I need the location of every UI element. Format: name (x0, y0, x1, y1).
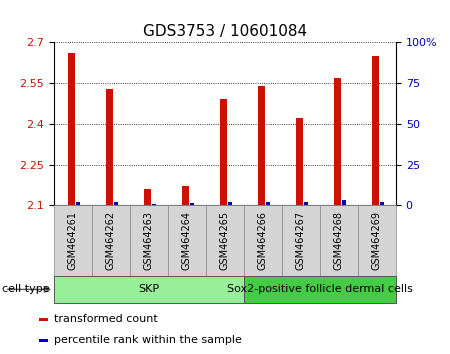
Bar (282, 205, 320, 276)
Text: GSM464263: GSM464263 (144, 211, 154, 270)
Text: GSM464267: GSM464267 (296, 211, 306, 270)
Title: GDS3753 / 10601084: GDS3753 / 10601084 (143, 23, 307, 39)
Bar (334, 78, 341, 205)
Bar (54, 205, 92, 276)
Bar (54, 276, 244, 303)
Bar (304, 202, 308, 205)
Text: GSM464265: GSM464265 (220, 211, 230, 270)
Bar (244, 205, 282, 276)
Bar (182, 186, 189, 205)
Bar (228, 202, 232, 205)
Bar (320, 205, 358, 276)
Bar (266, 202, 270, 205)
Bar (372, 56, 378, 205)
Bar (40, 318, 48, 321)
Text: GSM464268: GSM464268 (334, 211, 344, 270)
Bar (342, 200, 346, 205)
Text: GSM464266: GSM464266 (258, 211, 268, 270)
Bar (76, 202, 80, 205)
Text: transformed count: transformed count (54, 314, 158, 324)
Text: GSM464264: GSM464264 (182, 211, 192, 270)
Text: cell type: cell type (2, 284, 50, 295)
Bar (114, 202, 118, 205)
Bar (358, 205, 396, 276)
Text: percentile rank within the sample: percentile rank within the sample (54, 335, 242, 345)
Text: SKP: SKP (139, 284, 160, 295)
Bar (92, 205, 130, 276)
Bar (296, 119, 302, 205)
Bar (144, 189, 150, 205)
Bar (220, 99, 226, 205)
Bar (40, 339, 48, 342)
Text: GSM464261: GSM464261 (68, 211, 78, 270)
Text: GSM464262: GSM464262 (106, 211, 116, 270)
Bar (206, 205, 244, 276)
Bar (152, 204, 156, 205)
Bar (168, 205, 206, 276)
Bar (106, 88, 112, 205)
Bar (130, 205, 168, 276)
Bar (68, 53, 75, 205)
Text: Sox2-positive follicle dermal cells: Sox2-positive follicle dermal cells (227, 284, 413, 295)
Bar (258, 86, 265, 205)
Bar (244, 276, 396, 303)
Bar (380, 202, 384, 205)
Bar (190, 203, 194, 205)
Text: GSM464269: GSM464269 (372, 211, 382, 270)
